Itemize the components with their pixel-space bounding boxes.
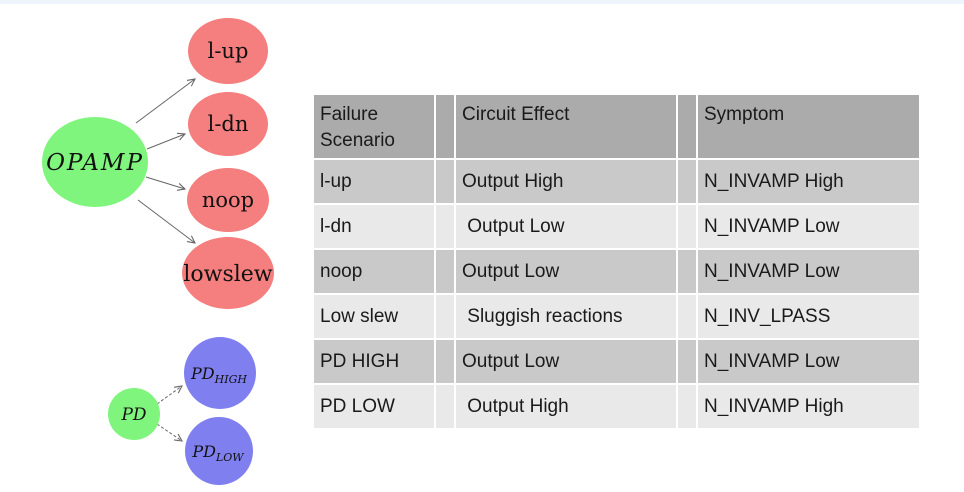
cell-spacer xyxy=(678,340,696,383)
node-noop-label: noop xyxy=(202,188,254,212)
node-pd xyxy=(108,388,160,440)
node-pd-low-label: PDLOW xyxy=(191,442,245,464)
table-row: PD HIGH Output Low N_INVAMP Low xyxy=(314,340,919,383)
cell-effect: Output High xyxy=(456,385,676,428)
failure-scenario-table: Failure Scenario Circuit Effect Symptom … xyxy=(312,93,921,430)
cell-scenario: Low slew xyxy=(314,295,434,338)
edge-opamp-lup xyxy=(135,79,195,124)
header-spacer-2 xyxy=(678,95,696,158)
pd-edges xyxy=(156,386,182,441)
node-pd-label: PD xyxy=(120,405,146,425)
cell-scenario: PD HIGH xyxy=(314,340,434,383)
node-l-dn-label: l-dn xyxy=(208,112,249,136)
node-pd-high xyxy=(184,337,256,409)
pd-high-main: PD xyxy=(190,364,215,383)
pd-high-sub: HIGH xyxy=(214,373,248,386)
header-circuit-effect: Circuit Effect xyxy=(456,95,676,158)
edge-pd-high xyxy=(156,386,182,405)
node-l-up xyxy=(188,18,268,84)
cell-effect: Output Low xyxy=(456,205,676,248)
cell-effect: Output Low xyxy=(456,250,676,293)
node-pd-low xyxy=(185,417,253,485)
cell-effect: Output Low xyxy=(456,340,676,383)
table-row: Low slew Sluggish reactions N_INV_LPASS xyxy=(314,295,919,338)
top-strip xyxy=(0,0,964,4)
cell-symptom: N_INVAMP Low xyxy=(698,250,919,293)
cell-spacer xyxy=(678,250,696,293)
cell-scenario: PD LOW xyxy=(314,385,434,428)
edge-opamp-noop xyxy=(145,176,185,189)
cell-spacer xyxy=(678,205,696,248)
cell-symptom: N_INVAMP High xyxy=(698,385,919,428)
cell-scenario: noop xyxy=(314,250,434,293)
pd-low-sub: LOW xyxy=(215,451,245,464)
header-failure-scenario: Failure Scenario xyxy=(314,95,434,158)
node-lowslew-label: lowslew xyxy=(183,262,272,287)
cell-spacer xyxy=(678,295,696,338)
table-row: l-dn Output Low N_INVAMP Low xyxy=(314,205,919,248)
header-symptom: Symptom xyxy=(698,95,919,158)
cell-spacer xyxy=(678,385,696,428)
header-spacer-1 xyxy=(436,95,454,158)
node-lowslew xyxy=(182,237,274,309)
cell-symptom: N_INVAMP Low xyxy=(698,205,919,248)
node-opamp xyxy=(42,117,148,207)
pd-low-main: PD xyxy=(191,442,216,461)
edge-opamp-ldn xyxy=(146,134,185,150)
table-row: noop Output Low N_INVAMP Low xyxy=(314,250,919,293)
cell-spacer xyxy=(436,250,454,293)
cell-spacer xyxy=(678,160,696,203)
cell-symptom: N_INV_LPASS xyxy=(698,295,919,338)
cell-spacer xyxy=(436,295,454,338)
node-opamp-label: OPAMP xyxy=(46,150,144,176)
cell-scenario: l-up xyxy=(314,160,434,203)
edge-pd-low xyxy=(156,423,182,441)
table-header-row: Failure Scenario Circuit Effect Symptom xyxy=(314,95,919,158)
cell-spacer xyxy=(436,385,454,428)
table-row: PD LOW Output High N_INVAMP High xyxy=(314,385,919,428)
cell-spacer xyxy=(436,340,454,383)
table-row: l-up Output High N_INVAMP High xyxy=(314,160,919,203)
node-l-dn xyxy=(188,92,268,156)
cell-symptom: N_INVAMP High xyxy=(698,160,919,203)
opamp-edges xyxy=(135,79,195,243)
cell-scenario: l-dn xyxy=(314,205,434,248)
cell-effect: Output High xyxy=(456,160,676,203)
node-pd-high-label: PDHIGH xyxy=(190,364,247,386)
node-noop xyxy=(187,168,269,232)
edge-opamp-lowslew xyxy=(137,199,195,243)
cell-spacer xyxy=(436,205,454,248)
fault-tree-diagram: OPAMP l-up l-dn noop lowslew PD PDHIGH P… xyxy=(42,18,274,485)
cell-symptom: N_INVAMP Low xyxy=(698,340,919,383)
node-l-up-label: l-up xyxy=(208,39,249,63)
cell-effect: Sluggish reactions xyxy=(456,295,676,338)
cell-spacer xyxy=(436,160,454,203)
